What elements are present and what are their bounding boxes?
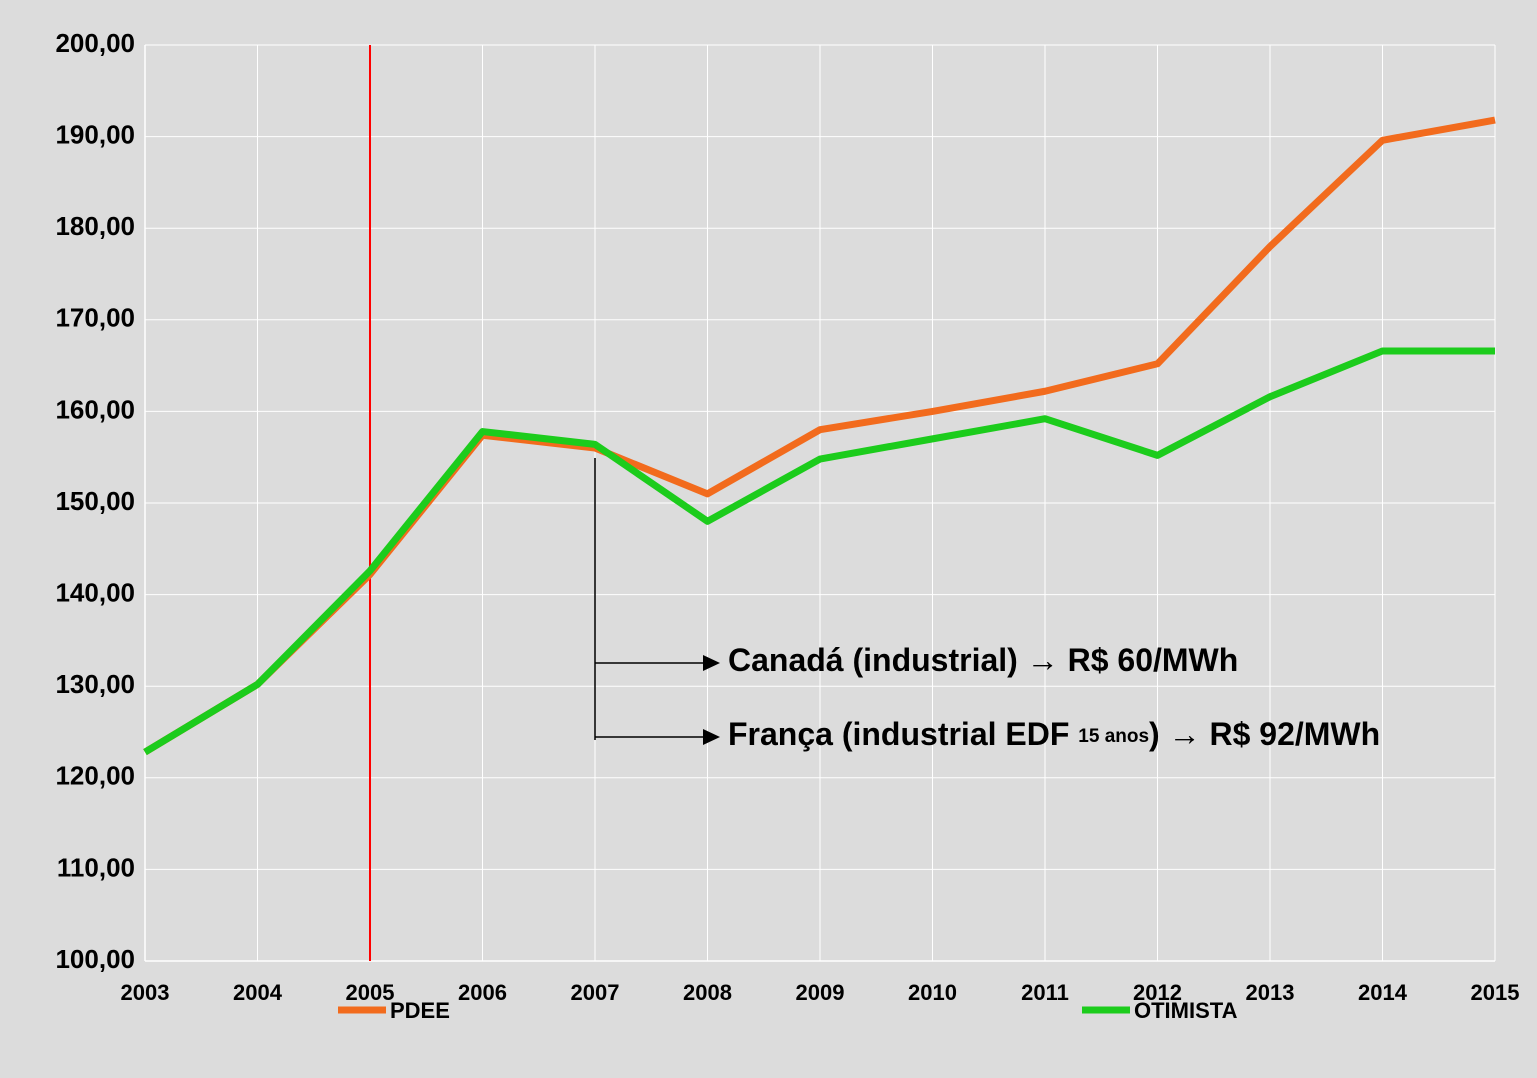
legend-label: OTIMISTA bbox=[1134, 998, 1238, 1023]
annotation-part: 15 anos bbox=[1078, 726, 1149, 747]
annotation: Canadá (industrial) → R$ 60/MWh bbox=[728, 642, 1238, 678]
arrow-head bbox=[703, 729, 720, 745]
x-tick-label: 2011 bbox=[1021, 980, 1069, 1005]
annotation-part: ) → R$ 92/MWh bbox=[1149, 716, 1380, 752]
x-tick-label: 2007 bbox=[571, 980, 620, 1005]
y-tick-label: 140,00 bbox=[55, 577, 135, 607]
legend-label: PDEE bbox=[390, 998, 450, 1023]
y-tick-label: 180,00 bbox=[55, 211, 135, 241]
y-tick-label: 170,00 bbox=[55, 303, 135, 333]
y-tick-label: 130,00 bbox=[55, 669, 135, 699]
x-tick-label: 2005 bbox=[346, 980, 395, 1005]
y-tick-label: 160,00 bbox=[55, 394, 135, 424]
y-tick-label: 100,00 bbox=[55, 944, 135, 974]
y-tick-label: 120,00 bbox=[55, 761, 135, 791]
y-tick-label: 150,00 bbox=[55, 486, 135, 516]
annotation: França (industrial EDF 15 anos) → R$ 92/… bbox=[728, 716, 1380, 752]
x-tick-label: 2014 bbox=[1358, 980, 1408, 1005]
x-tick-label: 2006 bbox=[458, 980, 507, 1005]
x-tick-label: 2012 bbox=[1133, 980, 1182, 1005]
x-tick-label: 2004 bbox=[233, 980, 283, 1005]
y-tick-label: 190,00 bbox=[55, 119, 135, 149]
x-tick-label: 2010 bbox=[908, 980, 957, 1005]
arrow-head bbox=[703, 655, 720, 671]
x-tick-label: 2008 bbox=[683, 980, 732, 1005]
x-tick-label: 2013 bbox=[1246, 980, 1295, 1005]
annotation-part: França (industrial EDF bbox=[728, 716, 1078, 752]
x-tick-label: 2015 bbox=[1471, 980, 1520, 1005]
series-line bbox=[143, 347, 1495, 756]
annotation-brackets bbox=[594, 458, 705, 740]
x-tick-label: 2003 bbox=[121, 980, 170, 1005]
y-tick-label: 110,00 bbox=[57, 852, 135, 882]
y-tick-label: 200,00 bbox=[55, 28, 135, 58]
x-tick-label: 2009 bbox=[796, 980, 845, 1005]
annotation-part: Canadá (industrial) → R$ 60/MWh bbox=[728, 642, 1238, 678]
